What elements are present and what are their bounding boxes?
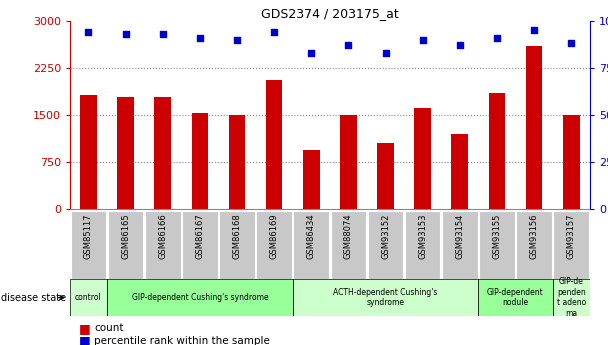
FancyBboxPatch shape [478,279,553,316]
Text: GSM88074: GSM88074 [344,213,353,259]
Text: percentile rank within the sample: percentile rank within the sample [94,336,270,345]
Text: GIP-de
penden
t adeno
ma: GIP-de penden t adeno ma [556,277,586,318]
Bar [340,115,357,209]
Text: GSM93153: GSM93153 [418,213,427,259]
Bar [377,143,394,209]
Text: GSM93155: GSM93155 [492,213,502,259]
Text: GSM86434: GSM86434 [307,213,316,259]
Point [566,40,576,46]
Point [306,50,316,56]
FancyBboxPatch shape [516,211,552,279]
FancyBboxPatch shape [257,211,292,279]
Title: GDS2374 / 203175_at: GDS2374 / 203175_at [261,7,399,20]
FancyBboxPatch shape [107,279,292,316]
FancyBboxPatch shape [479,211,515,279]
FancyBboxPatch shape [368,211,403,279]
FancyBboxPatch shape [294,211,329,279]
FancyBboxPatch shape [331,211,366,279]
Bar [266,80,283,209]
Text: ■: ■ [79,322,91,335]
Bar [526,46,542,209]
Text: GSM86168: GSM86168 [232,213,241,259]
FancyBboxPatch shape [182,211,218,279]
Bar [563,115,579,209]
Bar [80,95,97,209]
Point [529,27,539,33]
Bar [303,150,320,209]
Text: ■: ■ [79,334,91,345]
Bar [452,134,468,209]
Bar [154,97,171,209]
FancyBboxPatch shape [292,279,478,316]
Bar [489,93,505,209]
Point [195,35,205,40]
FancyBboxPatch shape [442,211,478,279]
Text: disease state: disease state [1,293,66,303]
FancyBboxPatch shape [145,211,181,279]
Text: GIP-dependent
nodule: GIP-dependent nodule [487,288,544,307]
FancyBboxPatch shape [108,211,143,279]
Point [418,37,427,42]
FancyBboxPatch shape [553,279,590,316]
Text: GSM86166: GSM86166 [158,213,167,259]
Point [344,42,353,48]
Bar [229,115,246,209]
Bar [414,108,431,209]
FancyBboxPatch shape [71,211,106,279]
Point [381,50,390,56]
Text: GIP-dependent Cushing's syndrome: GIP-dependent Cushing's syndrome [131,293,268,302]
Point [84,29,94,35]
FancyBboxPatch shape [70,279,107,316]
Text: GSM86167: GSM86167 [195,213,204,259]
Point [492,35,502,40]
Text: GSM93157: GSM93157 [567,213,576,259]
Bar [192,113,208,209]
Text: GSM86169: GSM86169 [269,213,278,259]
Text: control: control [75,293,102,302]
Text: GSM93156: GSM93156 [530,213,539,259]
Text: ACTH-dependent Cushing's
syndrome: ACTH-dependent Cushing's syndrome [333,288,438,307]
Text: GSM93152: GSM93152 [381,213,390,259]
Point [121,31,131,37]
Text: GSM85117: GSM85117 [84,213,93,259]
Point [455,42,465,48]
Text: GSM86165: GSM86165 [121,213,130,259]
Point [269,29,279,35]
FancyBboxPatch shape [405,211,440,279]
Bar [117,97,134,209]
Text: count: count [94,324,124,333]
Text: GSM93154: GSM93154 [455,213,465,259]
FancyBboxPatch shape [553,211,589,279]
Point [158,31,168,37]
Point [232,37,242,42]
FancyBboxPatch shape [219,211,255,279]
